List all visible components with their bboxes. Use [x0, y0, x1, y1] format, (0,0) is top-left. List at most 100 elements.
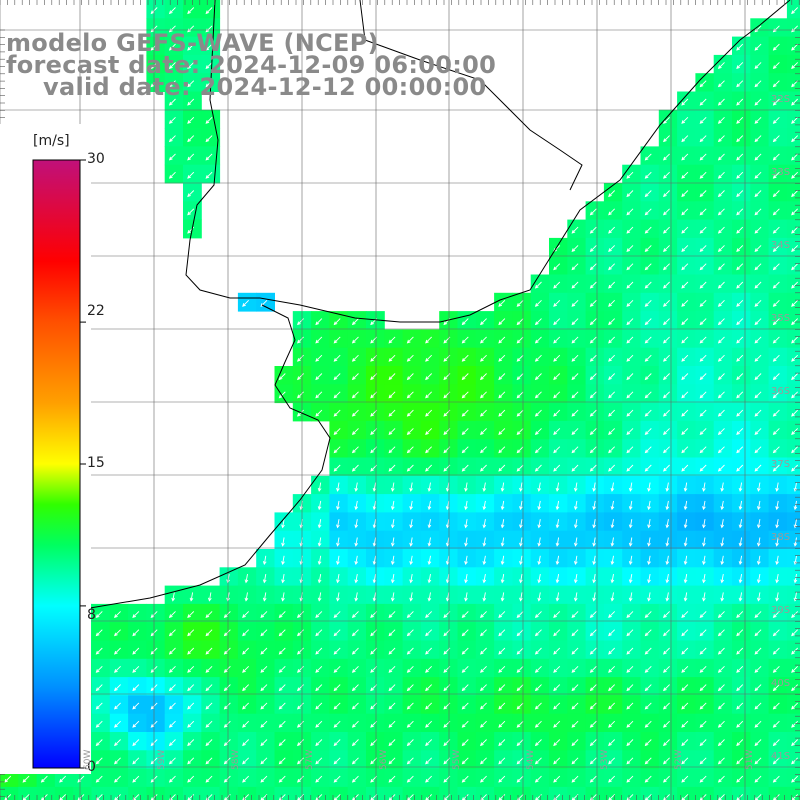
wind-arrow	[736, 190, 744, 198]
wind-arrow	[681, 98, 689, 106]
colorbar-tick-label: 22	[87, 303, 105, 319]
wind-speed-cell	[622, 786, 641, 800]
wind-arrow	[699, 135, 707, 143]
wind-speed-cell	[603, 786, 623, 800]
wind-arrow	[717, 281, 725, 289]
wind-arrow	[717, 226, 725, 234]
wind-arrow	[754, 171, 762, 179]
wind-arrow	[681, 153, 689, 161]
colorbar-gradient	[32, 159, 81, 769]
wind-speed-cell	[530, 786, 550, 800]
wind-arrow	[699, 116, 707, 124]
wind-arrow	[717, 245, 725, 252]
wind-arrow	[644, 190, 652, 198]
wind-arrow	[772, 62, 780, 69]
wind-arrow	[589, 226, 597, 234]
wind-arrow	[754, 62, 762, 69]
wind-speed-cell	[329, 786, 349, 800]
wind-arrow	[717, 80, 725, 88]
wind-speed-cell	[640, 786, 660, 800]
wind-arrow	[663, 153, 670, 161]
wind-arrow	[663, 135, 670, 143]
wind-arrow	[754, 153, 762, 161]
wind-arrow	[663, 208, 670, 216]
wind-arrow	[717, 190, 725, 198]
wind-speed-cell	[786, 219, 800, 239]
wind-arrow	[699, 190, 707, 198]
wind-arrow	[168, 43, 176, 51]
wind-arrow	[791, 62, 799, 69]
wind-arrow	[498, 299, 506, 307]
wind-speed-cell	[786, 622, 800, 641]
wind-speed-cell	[786, 201, 800, 221]
wind-arrow	[534, 299, 542, 307]
wind-speed-cell	[786, 73, 800, 92]
wind-arrow	[791, 281, 799, 289]
wind-speed-cell	[786, 658, 800, 678]
wind-arrow	[205, 153, 213, 161]
wind-speed-cell	[786, 329, 800, 349]
wind-arrow	[205, 171, 213, 179]
wind-arrow	[608, 226, 616, 234]
wind-speed-cell	[420, 786, 440, 800]
wind-arrow	[772, 263, 780, 271]
wind-arrow	[187, 135, 195, 143]
wind-arrow	[699, 281, 707, 289]
wind-speed-cell	[786, 585, 800, 605]
wind-arrow	[553, 263, 561, 271]
wind-arrow	[754, 80, 762, 88]
wind-arrow	[168, 116, 176, 124]
wind-arrow	[754, 190, 762, 198]
wind-speed-cell	[54, 786, 74, 800]
wind-arrow	[736, 153, 744, 161]
wind-speed-cell	[91, 786, 111, 800]
wind-arrow	[681, 208, 689, 216]
wind-arrow	[644, 245, 652, 252]
wind-arrow	[187, 153, 195, 161]
wind-speed-cell	[786, 549, 800, 568]
wind-arrow	[791, 80, 799, 88]
wind-arrow	[187, 98, 195, 106]
wind-arrow	[791, 245, 799, 252]
wind-speed-cell	[457, 786, 477, 800]
wind-speed-cell	[164, 786, 184, 800]
wind-speed-cell	[786, 292, 800, 312]
wind-speed-cell	[109, 786, 129, 800]
longitude-label: 53W	[600, 749, 610, 770]
wind-speed-cell	[786, 54, 800, 74]
wind-speed-cell	[786, 494, 800, 513]
wind-arrow	[589, 245, 597, 252]
wind-arrow	[663, 281, 670, 289]
wind-arrow	[736, 226, 744, 234]
wind-arrow	[754, 245, 762, 252]
longitude-label: 56W	[379, 749, 389, 770]
wind-speed-cell	[658, 786, 678, 800]
wind-arrow	[736, 171, 744, 179]
wind-speed-cell	[549, 786, 568, 800]
wind-arrow	[791, 43, 799, 51]
wind-arrow	[571, 226, 579, 234]
wind-arrow	[754, 98, 762, 106]
wind-arrow	[791, 116, 799, 124]
wind-speed-cell	[695, 786, 715, 800]
wind-arrow	[791, 226, 799, 234]
wind-speed-cell	[439, 786, 458, 800]
wind-speed-cell	[786, 128, 800, 147]
wind-arrow	[754, 281, 762, 289]
wind-arrow	[242, 299, 250, 307]
latitude-label: 37S	[771, 459, 791, 470]
wind-arrow	[791, 135, 799, 143]
wind-speed-cell	[36, 786, 56, 800]
longitude-label: 57W	[305, 749, 315, 770]
wind-arrow	[608, 245, 616, 252]
latitude-label: 40S	[771, 678, 791, 689]
wind-speed-cell	[786, 750, 800, 770]
wind-arrow	[736, 62, 744, 69]
wind-speed-cell	[786, 384, 800, 404]
wind-speed-cell	[366, 786, 385, 800]
wind-speed-cell	[786, 603, 800, 623]
wind-arrow	[644, 208, 652, 216]
wind-speed-cell	[786, 18, 800, 38]
